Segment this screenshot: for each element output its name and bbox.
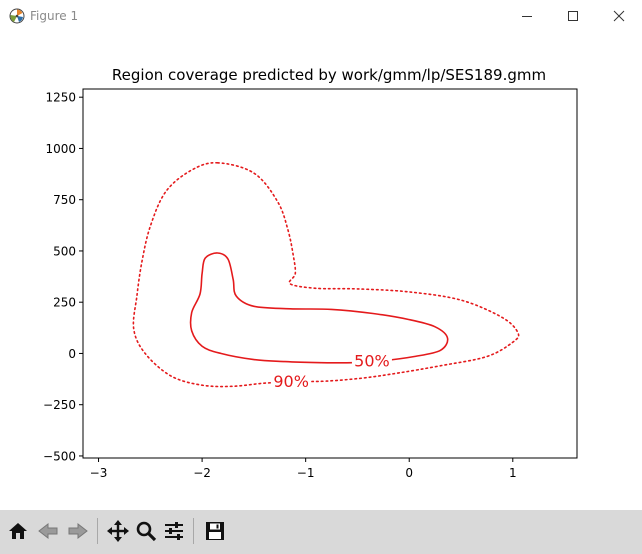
x-axis: −3 −2 −1 0 1: [90, 458, 517, 480]
x-tick-label: 1: [509, 466, 517, 480]
contour-layer: 50% 90%: [132, 161, 520, 392]
home-icon: [9, 523, 27, 539]
x-tick-label: −1: [297, 466, 315, 480]
back-button[interactable]: [35, 518, 61, 544]
maximize-button[interactable]: [550, 0, 596, 32]
magnifier-icon: [136, 521, 157, 542]
maximize-icon: [568, 11, 578, 21]
zoom-button[interactable]: [133, 518, 159, 544]
configure-subplots-button[interactable]: [161, 518, 187, 544]
forward-arrow-icon: [68, 522, 88, 540]
back-arrow-icon: [38, 522, 58, 540]
plot-frame: [82, 88, 578, 459]
y-tick-label: 750: [53, 193, 76, 207]
contour-plot: Region coverage predicted by work/gmm/lp…: [43, 66, 578, 480]
sliders-icon: [165, 522, 183, 540]
close-icon: [613, 10, 625, 22]
contour-label-50-percent: 50%: [354, 352, 390, 371]
y-tick-label: 250: [53, 296, 76, 310]
toolbar-separator: [193, 518, 194, 544]
matplotlib-logo-icon: [9, 8, 25, 24]
floppy-disk-icon: [206, 522, 224, 540]
pan-button[interactable]: [105, 518, 131, 544]
minimize-icon: [522, 16, 532, 17]
y-tick-label: 1250: [45, 91, 76, 105]
window-titlebar: Figure 1: [0, 0, 642, 32]
contour-90-percent: [132, 161, 520, 388]
close-button[interactable]: [596, 0, 642, 32]
y-axis: −500 −250 0 250 500 750 1000 1250: [43, 91, 83, 463]
contour-label-gap: [271, 371, 312, 392]
x-tick-label: 0: [405, 466, 413, 480]
y-tick-label: 0: [68, 347, 76, 361]
minimize-button[interactable]: [504, 0, 550, 32]
contour-label-gap: [351, 350, 392, 371]
figure-canvas[interactable]: Region coverage predicted by work/gmm/lp…: [0, 32, 642, 510]
save-button[interactable]: [202, 518, 228, 544]
chart-title: Region coverage predicted by work/gmm/lp…: [112, 66, 546, 84]
y-tick-label: −500: [43, 449, 76, 463]
y-tick-label: 1000: [45, 142, 76, 156]
y-tick-label: 500: [53, 244, 76, 258]
y-tick-label: −250: [43, 398, 76, 412]
window-title: Figure 1: [30, 9, 79, 23]
x-tick-label: −3: [90, 466, 108, 480]
toolbar-separator: [97, 518, 98, 544]
forward-button[interactable]: [65, 518, 91, 544]
move-icon: [107, 520, 129, 542]
x-tick-label: −2: [193, 466, 211, 480]
navigation-toolbar: [0, 510, 642, 554]
contour-label-90-percent: 90%: [273, 372, 309, 391]
home-button[interactable]: [5, 518, 31, 544]
contour-50-percent: [189, 252, 449, 364]
